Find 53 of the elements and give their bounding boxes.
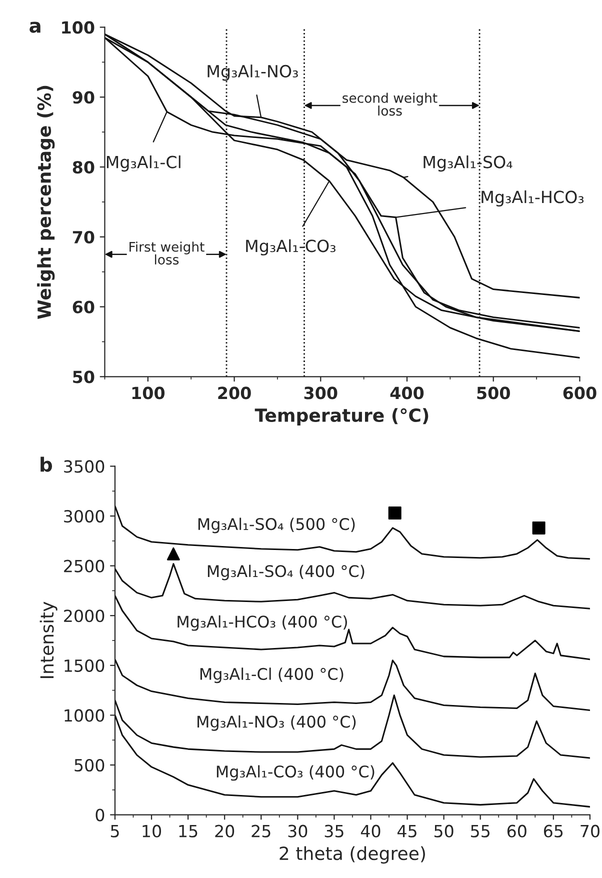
- annotation: Mg₃Al₁-Cl: [106, 155, 180, 172]
- x-axis-title: 2 theta (degree): [280, 846, 425, 864]
- y-tick-label: 70: [72, 230, 94, 244]
- y-tick-label: 100: [62, 21, 94, 34]
- x-tick-label: 600: [563, 386, 596, 400]
- x-tick-label: 10: [142, 824, 162, 838]
- x-tick-label: 100: [132, 386, 165, 400]
- x-tick-label: 60: [507, 824, 526, 838]
- annotation: Mg₃Al₁-NO₃ (400 °C): [198, 715, 356, 731]
- x-tick-label: 200: [218, 386, 251, 400]
- annotation: Mg₃Al₁-SO₄ (400 °C): [208, 564, 364, 580]
- annotation: second weight loss: [342, 92, 438, 116]
- annotation: Mg₃Al₁-Cl (400 °C): [200, 668, 344, 684]
- x-tick-label: 5: [110, 825, 119, 838]
- annotation: Mg₃Al₁-CO₃: [246, 239, 336, 256]
- annotation: Mg₃Al₁-HCO₃ (400 °C): [178, 615, 347, 631]
- y-tick-label: 3500: [64, 460, 104, 473]
- x-tick-label: 500: [477, 386, 510, 400]
- y-tick-label: 60: [72, 300, 94, 314]
- annotation: Mg₃Al₁-CO₃ (400 °C): [216, 765, 374, 781]
- x-tick-label: 15: [179, 825, 198, 838]
- x-tick-label: 30: [288, 824, 308, 838]
- x-tick-label: 35: [324, 824, 344, 838]
- chart-title: a: [30, 22, 40, 33]
- y-tick-label: 1500: [64, 659, 104, 672]
- x-tick-label: 45: [397, 825, 416, 838]
- annotation: Mg₃Al₁-SO₄ (500 °C): [198, 518, 355, 534]
- y-tick-label: 3000: [64, 510, 104, 523]
- x-tick-label: 400: [390, 386, 424, 400]
- annotation: Mg₃Al₁-NO₃: [208, 64, 298, 81]
- annotation: Mg₃Al₁-HCO₃: [482, 190, 584, 207]
- x-tick-label: 300: [304, 386, 338, 400]
- y-tick-label: 0: [96, 808, 104, 822]
- x-tick-label: 55: [471, 825, 490, 838]
- y-tick-label: 50: [73, 370, 94, 384]
- y-tick-label: 90: [72, 91, 94, 104]
- y-tick-label: 1000: [64, 709, 104, 722]
- y-tick-label: 2500: [64, 560, 104, 572]
- chart-title: b: [40, 456, 52, 472]
- x-tick-label: 20: [215, 824, 234, 838]
- x-tick-label: 70: [580, 824, 600, 838]
- x-tick-label: 50: [434, 824, 454, 838]
- x-axis-title: Temperature (°C): [254, 408, 428, 426]
- y-tick-label: 2000: [64, 610, 104, 622]
- x-tick-label: 65: [544, 824, 563, 838]
- y-tick-label: 500: [74, 758, 104, 772]
- annotation: Mg₃Al₁-SO₄: [424, 155, 512, 172]
- y-axis-title: Intensity: [40, 602, 58, 678]
- x-tick-label: 25: [252, 824, 270, 838]
- y-tick-label: 80: [72, 160, 94, 174]
- annotation: First weight loss: [130, 242, 204, 265]
- x-tick-label: 40: [360, 824, 380, 838]
- y-axis-title: Weight percentage (%): [37, 86, 55, 319]
